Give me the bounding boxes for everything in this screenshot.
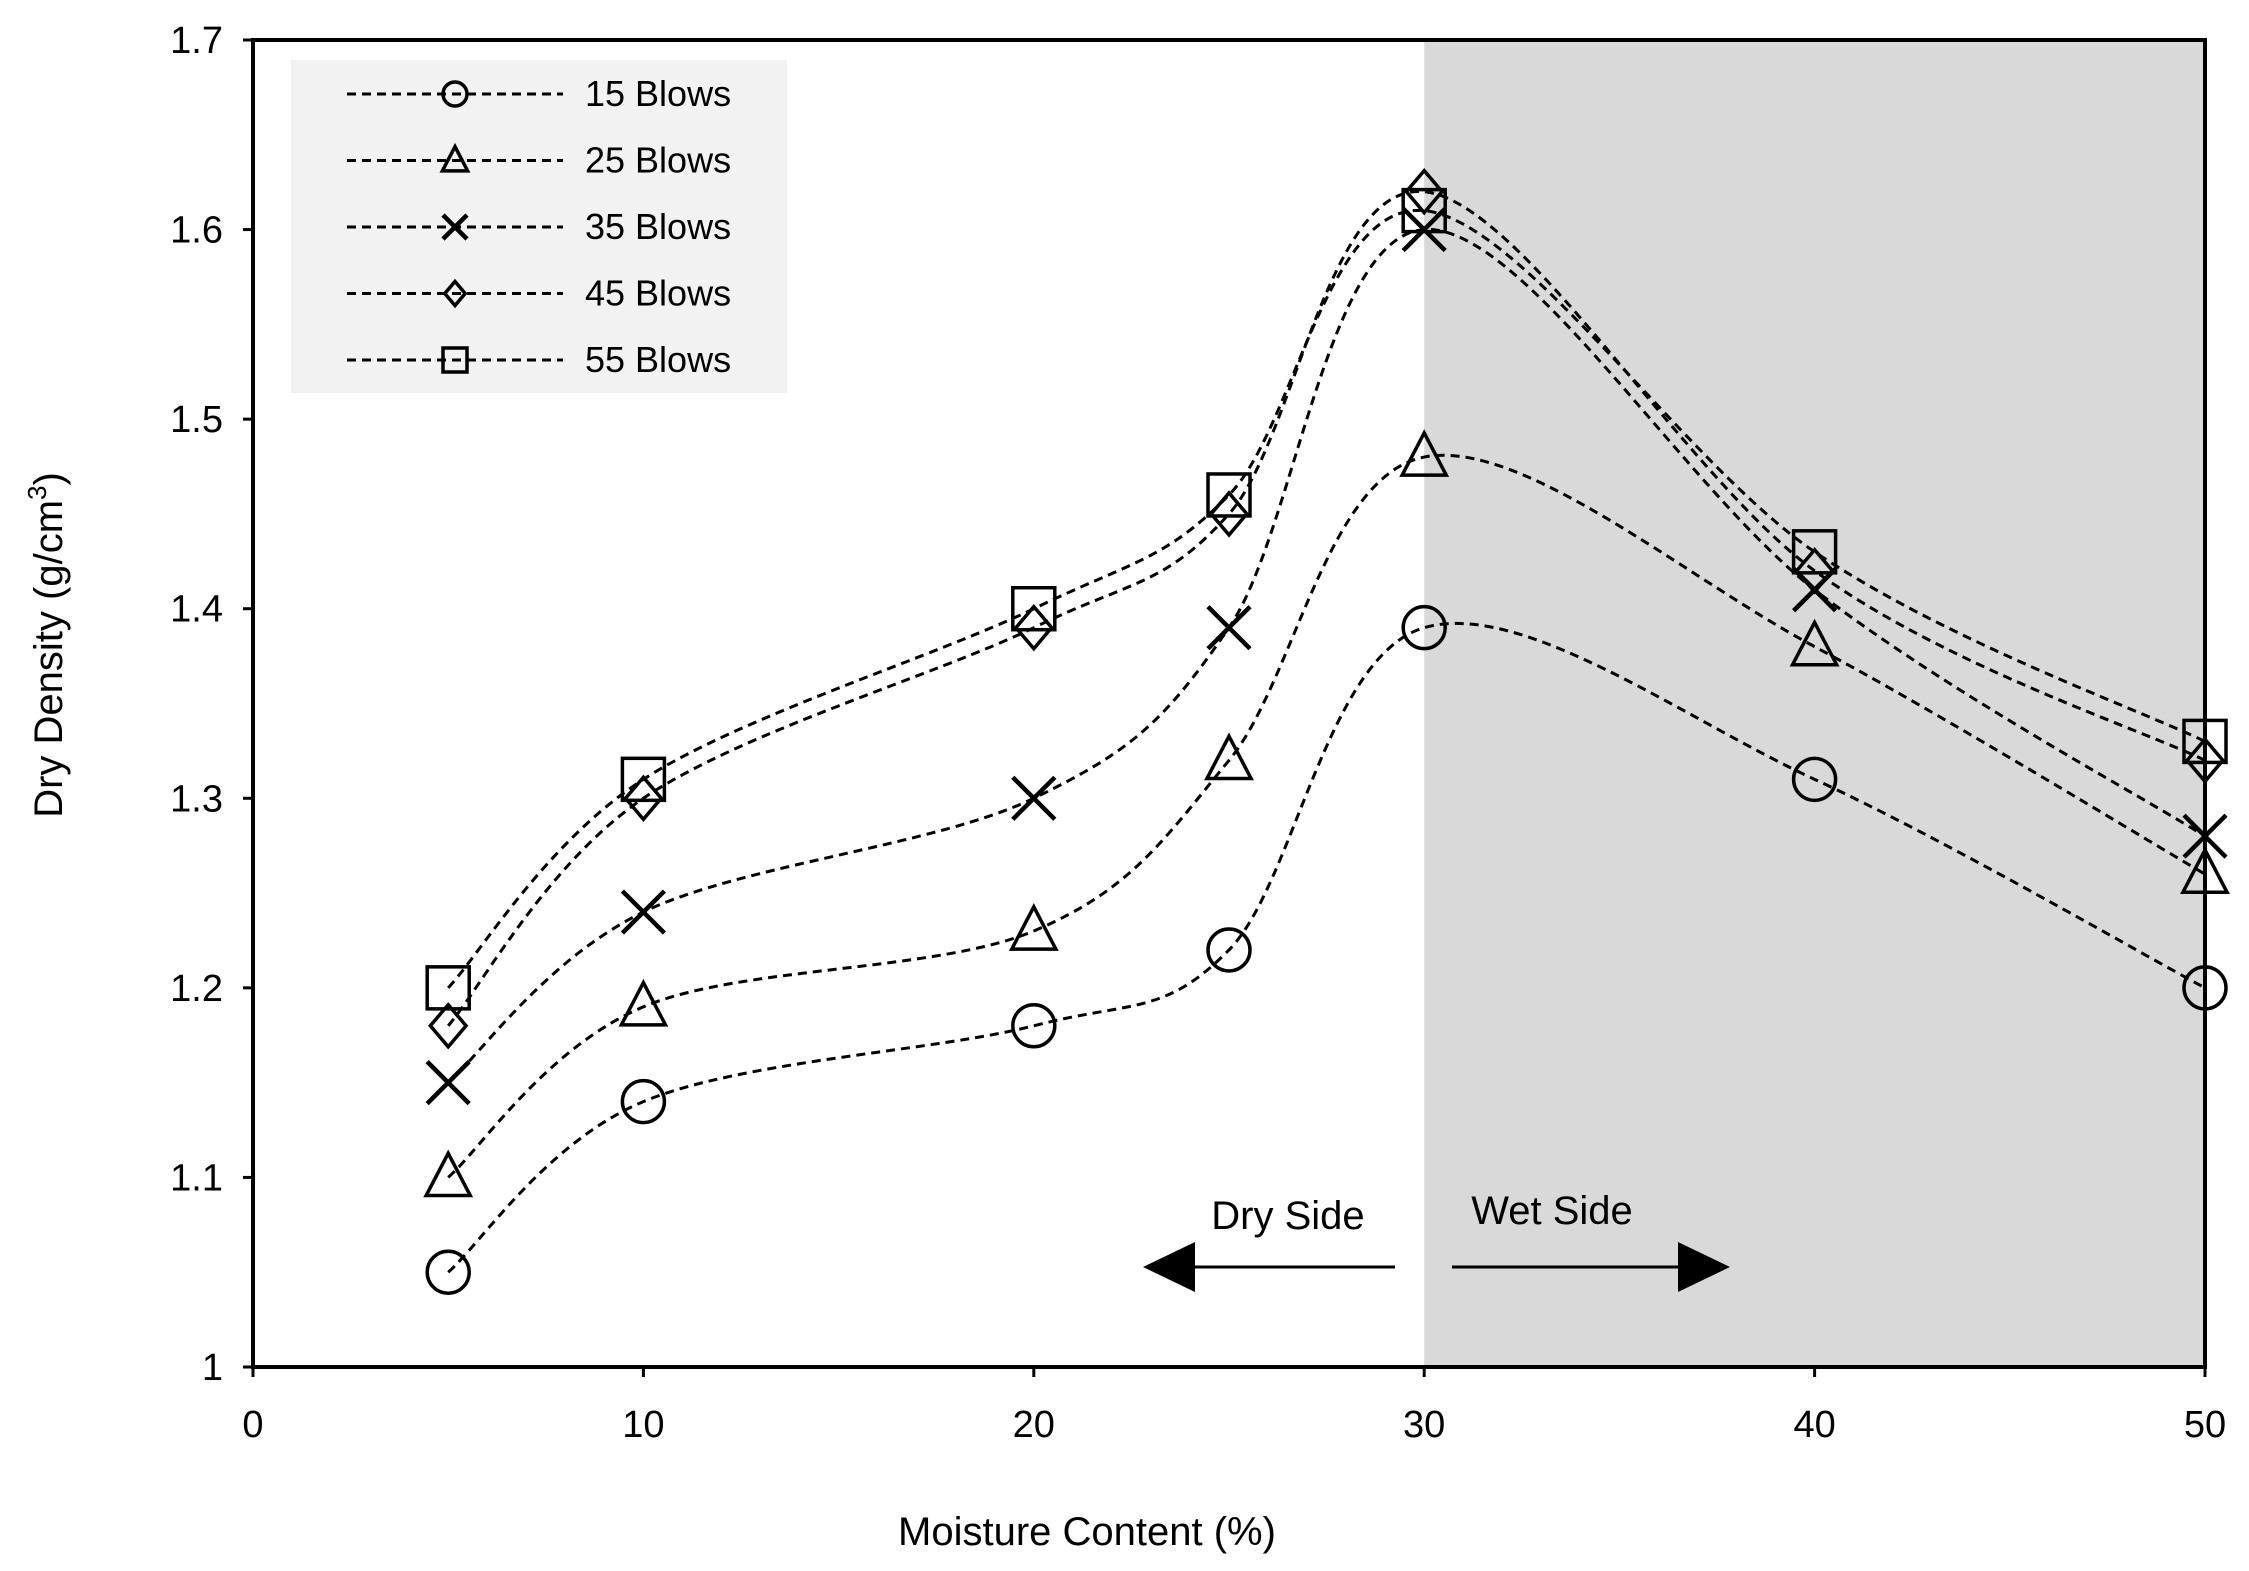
y-tick-label: 1.1 (170, 1157, 223, 1199)
y-tick-label: 1.2 (170, 968, 223, 1010)
marker-square (1791, 529, 1838, 575)
marker-x (1011, 775, 1057, 821)
wet-side-arrow-head (1678, 1242, 1730, 1292)
y-tick-label: 1.5 (170, 399, 223, 441)
series-line (447, 453, 2206, 1179)
marker-circle (1206, 927, 1252, 973)
legend: 15 Blows 25 Blows 35 Blows 45 Blows 55 Blows (291, 60, 787, 393)
wet-side-label: Wet Side (1471, 1189, 1633, 1233)
marker-x (1206, 605, 1252, 651)
marker-square (620, 756, 667, 803)
y-axis-title-sup: 3 (22, 486, 52, 500)
dry-side-annotation: Dry Side (1143, 1194, 1395, 1292)
marker-x (1401, 206, 1447, 253)
legend-entry: 55 Blows (347, 339, 731, 380)
dry-side-label: Dry Side (1211, 1194, 1364, 1238)
marker-diamond (1208, 490, 1250, 538)
legend-entry: 25 Blows (347, 140, 731, 181)
marker-circle (1401, 604, 1447, 651)
marker-diamond (623, 774, 664, 822)
legend-background (291, 60, 787, 393)
marker-square (1011, 585, 1057, 632)
series-line (447, 190, 2206, 1027)
wet-side-annotation: Wet Side (1452, 1189, 1730, 1292)
y-axis-title: Dry Density (g/cm3) (22, 472, 71, 818)
marker-triangle (1399, 429, 1450, 477)
legend-label: 25 Blows (585, 140, 731, 181)
legend-label: 45 Blows (585, 273, 731, 314)
marker-circle (1011, 1003, 1057, 1049)
marker-diamond (1013, 603, 1054, 652)
marker-square (441, 346, 469, 374)
series-line (447, 621, 2206, 1274)
x-tick-label: 40 (1793, 1404, 1835, 1446)
marker-triangle (618, 978, 669, 1027)
x-tick-label: 10 (622, 1404, 664, 1446)
marker-x (620, 889, 666, 935)
wet-side-shading (1424, 40, 2205, 1367)
legend-entry: 35 Blows (347, 206, 731, 247)
legend-entry: 45 Blows (347, 273, 731, 314)
marker-triangle (1204, 732, 1254, 781)
marker-circle (441, 80, 469, 108)
x-axis-title: Moisture Content (%) (898, 1510, 1276, 1554)
marker-square (1206, 472, 1252, 518)
marker-x (441, 213, 469, 241)
marker-circle (620, 1078, 667, 1125)
marker-triangle (1789, 618, 1840, 667)
series-line (447, 209, 2206, 989)
x-tick-label: 50 (2184, 1404, 2226, 1446)
legend-label: 35 Blows (585, 206, 731, 247)
y-tick-label: 1.6 (170, 210, 223, 252)
marker-circle (425, 1249, 471, 1295)
y-tick-label: 1.4 (170, 589, 223, 631)
marker-diamond (442, 278, 468, 309)
x-tick-label: 0 (242, 1404, 263, 1446)
marker-triangle (439, 142, 471, 173)
marker-square (425, 965, 471, 1011)
marker-diamond (1794, 547, 1835, 595)
y-axis-title-main: Dry Density (g/cm (27, 500, 71, 818)
marker-circle (1791, 756, 1838, 803)
legend-label: 15 Blows (585, 73, 731, 114)
y-tick-label: 1.7 (170, 20, 223, 62)
x-tick-label: 30 (1403, 1404, 1445, 1446)
y-axis-title-close: ) (27, 472, 71, 485)
x-tick-label: 20 (1013, 1404, 1055, 1446)
legend-entry: 15 Blows (347, 73, 731, 114)
marker-diamond (428, 1002, 469, 1050)
marker-triangle (423, 1149, 474, 1198)
dry-side-arrow-head (1143, 1242, 1195, 1292)
y-tick-label: 1 (202, 1347, 223, 1389)
legend-label: 55 Blows (585, 339, 731, 380)
x-axis-ticks: 0 10 20 30 40 50 (242, 1367, 2226, 1446)
marker-square (1401, 187, 1447, 234)
marker-x (425, 1060, 471, 1106)
plot-area-frame (251, 38, 2207, 1369)
marker-triangle (1008, 903, 1059, 951)
series-markers (423, 167, 2230, 1295)
marker-diamond (1404, 167, 1445, 216)
y-tick-label: 1.3 (170, 778, 223, 820)
y-axis-ticks: 1 1.1 1.2 1.3 1.4 1.5 1.6 1.7 (170, 20, 253, 1389)
